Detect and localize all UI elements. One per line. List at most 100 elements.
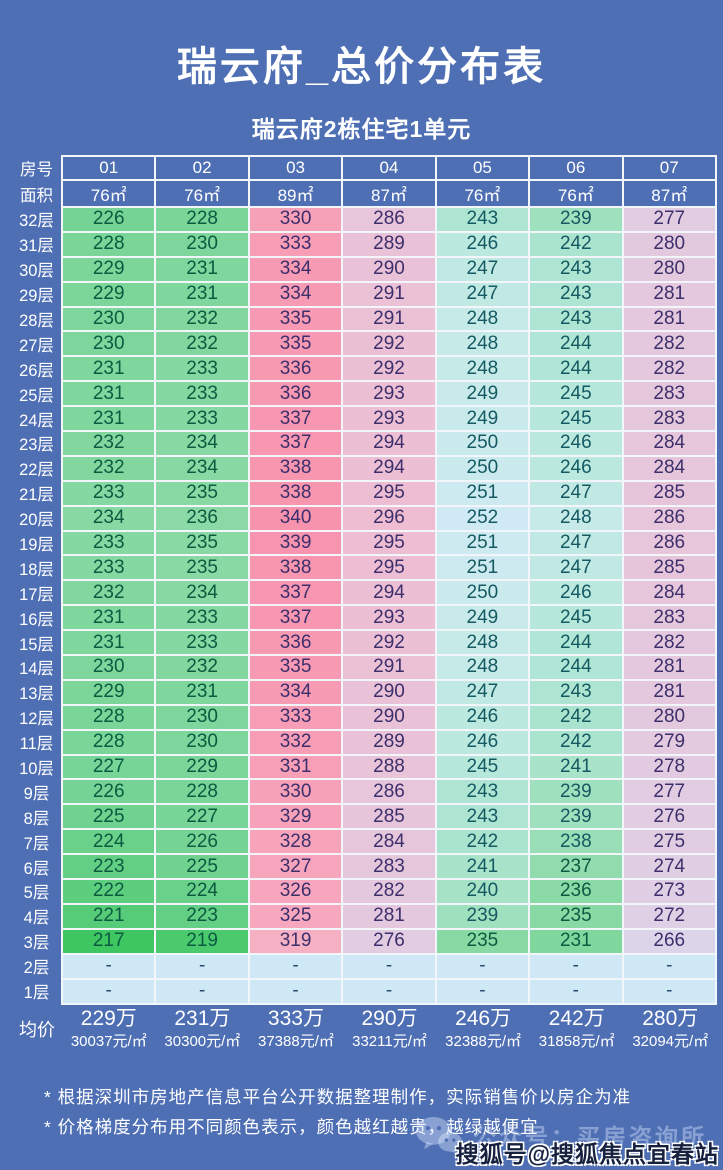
room-number-header-row: 房号 01 02 03 04 05 06 07 [12,155,718,181]
table-row: 27层 230 232 335 292 248 244 282 [12,330,718,358]
table-row: 19层 233 235 339 295 251 247 286 [12,529,718,557]
price-cell: 231 [528,927,624,955]
price-cell: 244 [528,330,624,358]
price-cell: 232 [154,330,250,358]
price-cell: 230 [60,654,157,681]
price-cell: 232 [60,430,157,457]
price-cell: 242 [434,828,531,856]
table-row: 21层 233 235 338 295 251 247 285 [12,479,718,507]
average-unit-price: 31858元/㎡ [538,1033,615,1050]
area-cell: 87㎡ [341,179,437,208]
price-cell: 283 [341,853,437,881]
price-cell: 273 [621,878,718,905]
floor-label: 26层 [19,361,54,380]
price-cell: 242 [528,230,624,258]
price-cell: 289 [341,728,437,756]
price-cell: 284 [621,430,718,457]
price-cell: 249 [434,405,531,433]
table-row: 12层 228 230 333 290 246 242 280 [12,703,718,731]
price-cell: 338 [247,554,344,582]
price-cell: 294 [341,430,437,457]
price-cell: 291 [341,305,437,333]
price-cell: 235 [154,554,250,582]
area-cell: 89㎡ [247,179,344,208]
price-cell: 243 [434,206,531,233]
price-cell: 250 [434,579,531,607]
price-cell: 285 [621,479,718,507]
price-cell: 278 [621,753,718,781]
price-cell: 234 [154,430,250,457]
price-cell: 251 [434,529,531,557]
price-cell: 232 [60,454,157,482]
table-row: 1层 - - - - - - - [12,977,718,1005]
table-row: 5层 222 224 326 282 240 236 273 [12,878,718,905]
price-cell: 225 [154,853,250,881]
floor-label: 19层 [19,536,54,555]
floor-label: 30层 [19,262,54,281]
price-cell: 229 [154,753,250,781]
floor-label: 1层 [23,984,50,1003]
price-cell: 290 [341,678,437,706]
price-cell: 333 [247,703,344,731]
average-unit-price: 32094元/㎡ [632,1033,709,1050]
price-cell: 231 [154,280,250,308]
price-cell: 234 [154,579,250,607]
price-cell: 286 [621,504,718,532]
price-cell: 337 [247,405,344,433]
price-cell: 292 [341,629,437,657]
price-cell: 286 [341,206,437,233]
price-cell: 246 [434,230,531,258]
price-cell: 243 [528,678,624,706]
price-cell: 244 [528,355,624,383]
price-cell: 286 [621,529,718,557]
table-row: 14层 230 232 335 291 248 244 281 [12,654,718,681]
price-cell: 228 [154,206,250,233]
price-cell: 232 [60,579,157,607]
table-row: 25层 231 233 336 293 249 245 283 [12,380,718,408]
floor-label: 16层 [19,610,54,629]
price-cell: 223 [154,902,250,930]
price-cell: 335 [247,305,344,333]
price-cell: 243 [528,255,624,283]
price-cell: 243 [528,305,624,333]
average-price-cell: 280万 32094元/㎡ [623,1006,717,1051]
price-cell: 227 [60,753,157,781]
footnote-line: * 根据深圳市房地产信息平台公开数据整理制作，实际销售价以房企为准 [44,1087,632,1107]
price-cell: 230 [154,728,250,756]
price-cell: 231 [60,629,157,657]
floor-label: 28层 [19,312,54,330]
price-cell: 248 [434,355,531,383]
price-cell: 274 [621,853,718,881]
sohu-watermark: 搜狐号@搜狐焦点宜春站 [455,1141,719,1167]
page-subtitle: 瑞云府2栋住宅1单元 [251,116,472,142]
price-cell: 291 [341,654,437,681]
price-cell: 266 [621,927,718,955]
price-cell: 285 [341,803,437,831]
price-cell: - [434,977,531,1005]
price-cell: 337 [247,604,344,632]
price-cell: 228 [60,703,157,731]
price-cell: 291 [341,280,437,308]
floor-label: 2层 [23,959,50,978]
floor-label: 17层 [19,585,54,604]
floor-label: 15层 [19,635,54,654]
table-row: 23层 232 234 337 294 250 246 284 [12,430,718,457]
price-cell: 246 [528,430,624,457]
price-cell: - [247,952,344,980]
price-cell: 229 [60,255,157,283]
price-cell: 281 [621,678,718,706]
average-total-price: 242万 [548,1007,605,1030]
price-cell: 337 [247,579,344,607]
price-cell: 295 [341,529,437,557]
area-cell: 87㎡ [621,179,718,208]
price-cell: 330 [247,778,344,806]
price-cell: 283 [621,380,718,408]
price-cell: 239 [528,778,624,806]
price-cell: 247 [434,280,531,308]
table-row: 2层 - - - - - - - [12,952,718,980]
price-cell: 239 [528,803,624,831]
price-cell: - [341,977,437,1005]
price-cell: 284 [621,454,718,482]
price-cell: 272 [621,902,718,930]
price-cell: 282 [341,878,437,905]
